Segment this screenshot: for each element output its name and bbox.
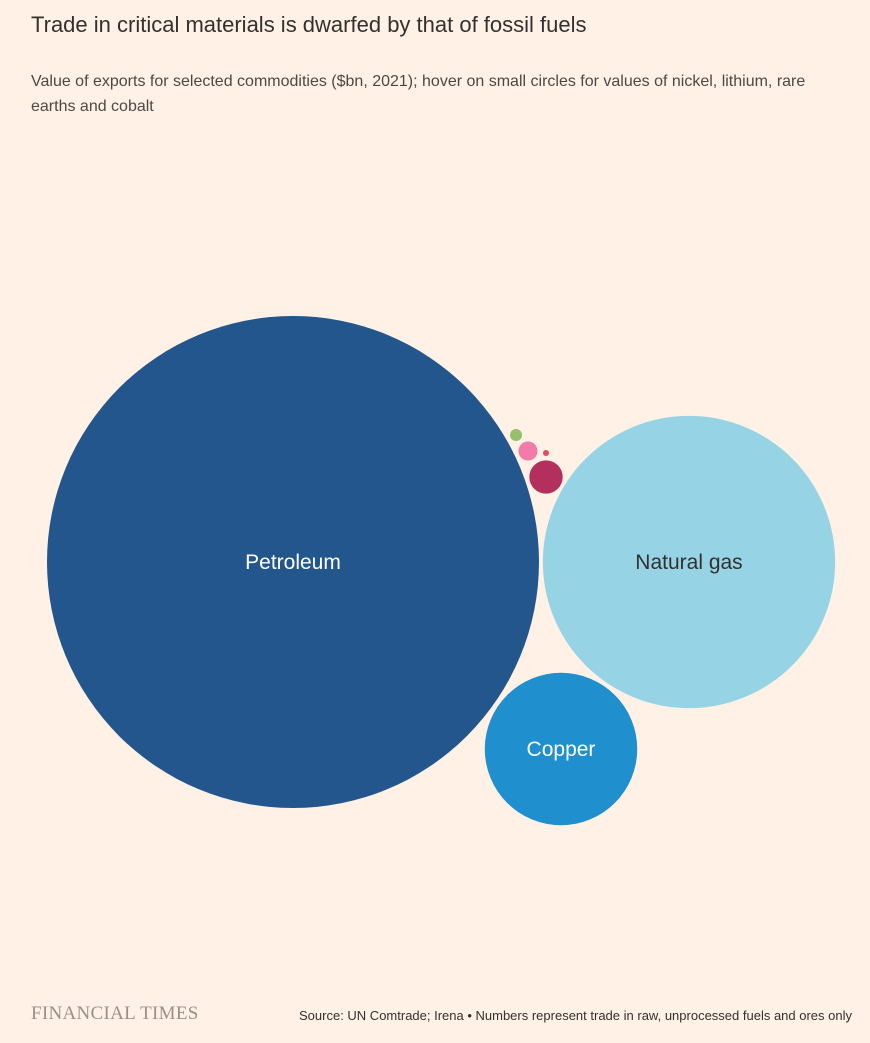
lithium-bubble[interactable] — [518, 441, 538, 461]
copper-label: Copper — [527, 738, 596, 761]
petroleum-bubble — [47, 316, 539, 808]
petroleum-label: Petroleum — [245, 551, 341, 574]
natural-gas-bubble — [542, 415, 836, 709]
chart-subtitle: Value of exports for selected commoditie… — [31, 73, 806, 115]
nickel-bubble[interactable] — [529, 460, 563, 494]
copper-bubble — [484, 672, 638, 826]
source-note: Source: UN Comtrade; Irena • Numbers rep… — [299, 1008, 852, 1023]
ft-logo: FINANCIAL TIMES — [31, 1003, 199, 1024]
chart-title: Trade in critical materials is dwarfed b… — [31, 12, 587, 37]
natural-gas-label: Natural gas — [635, 551, 742, 574]
rare-earths-bubble[interactable] — [509, 428, 523, 442]
cobalt-bubble[interactable] — [542, 449, 550, 457]
